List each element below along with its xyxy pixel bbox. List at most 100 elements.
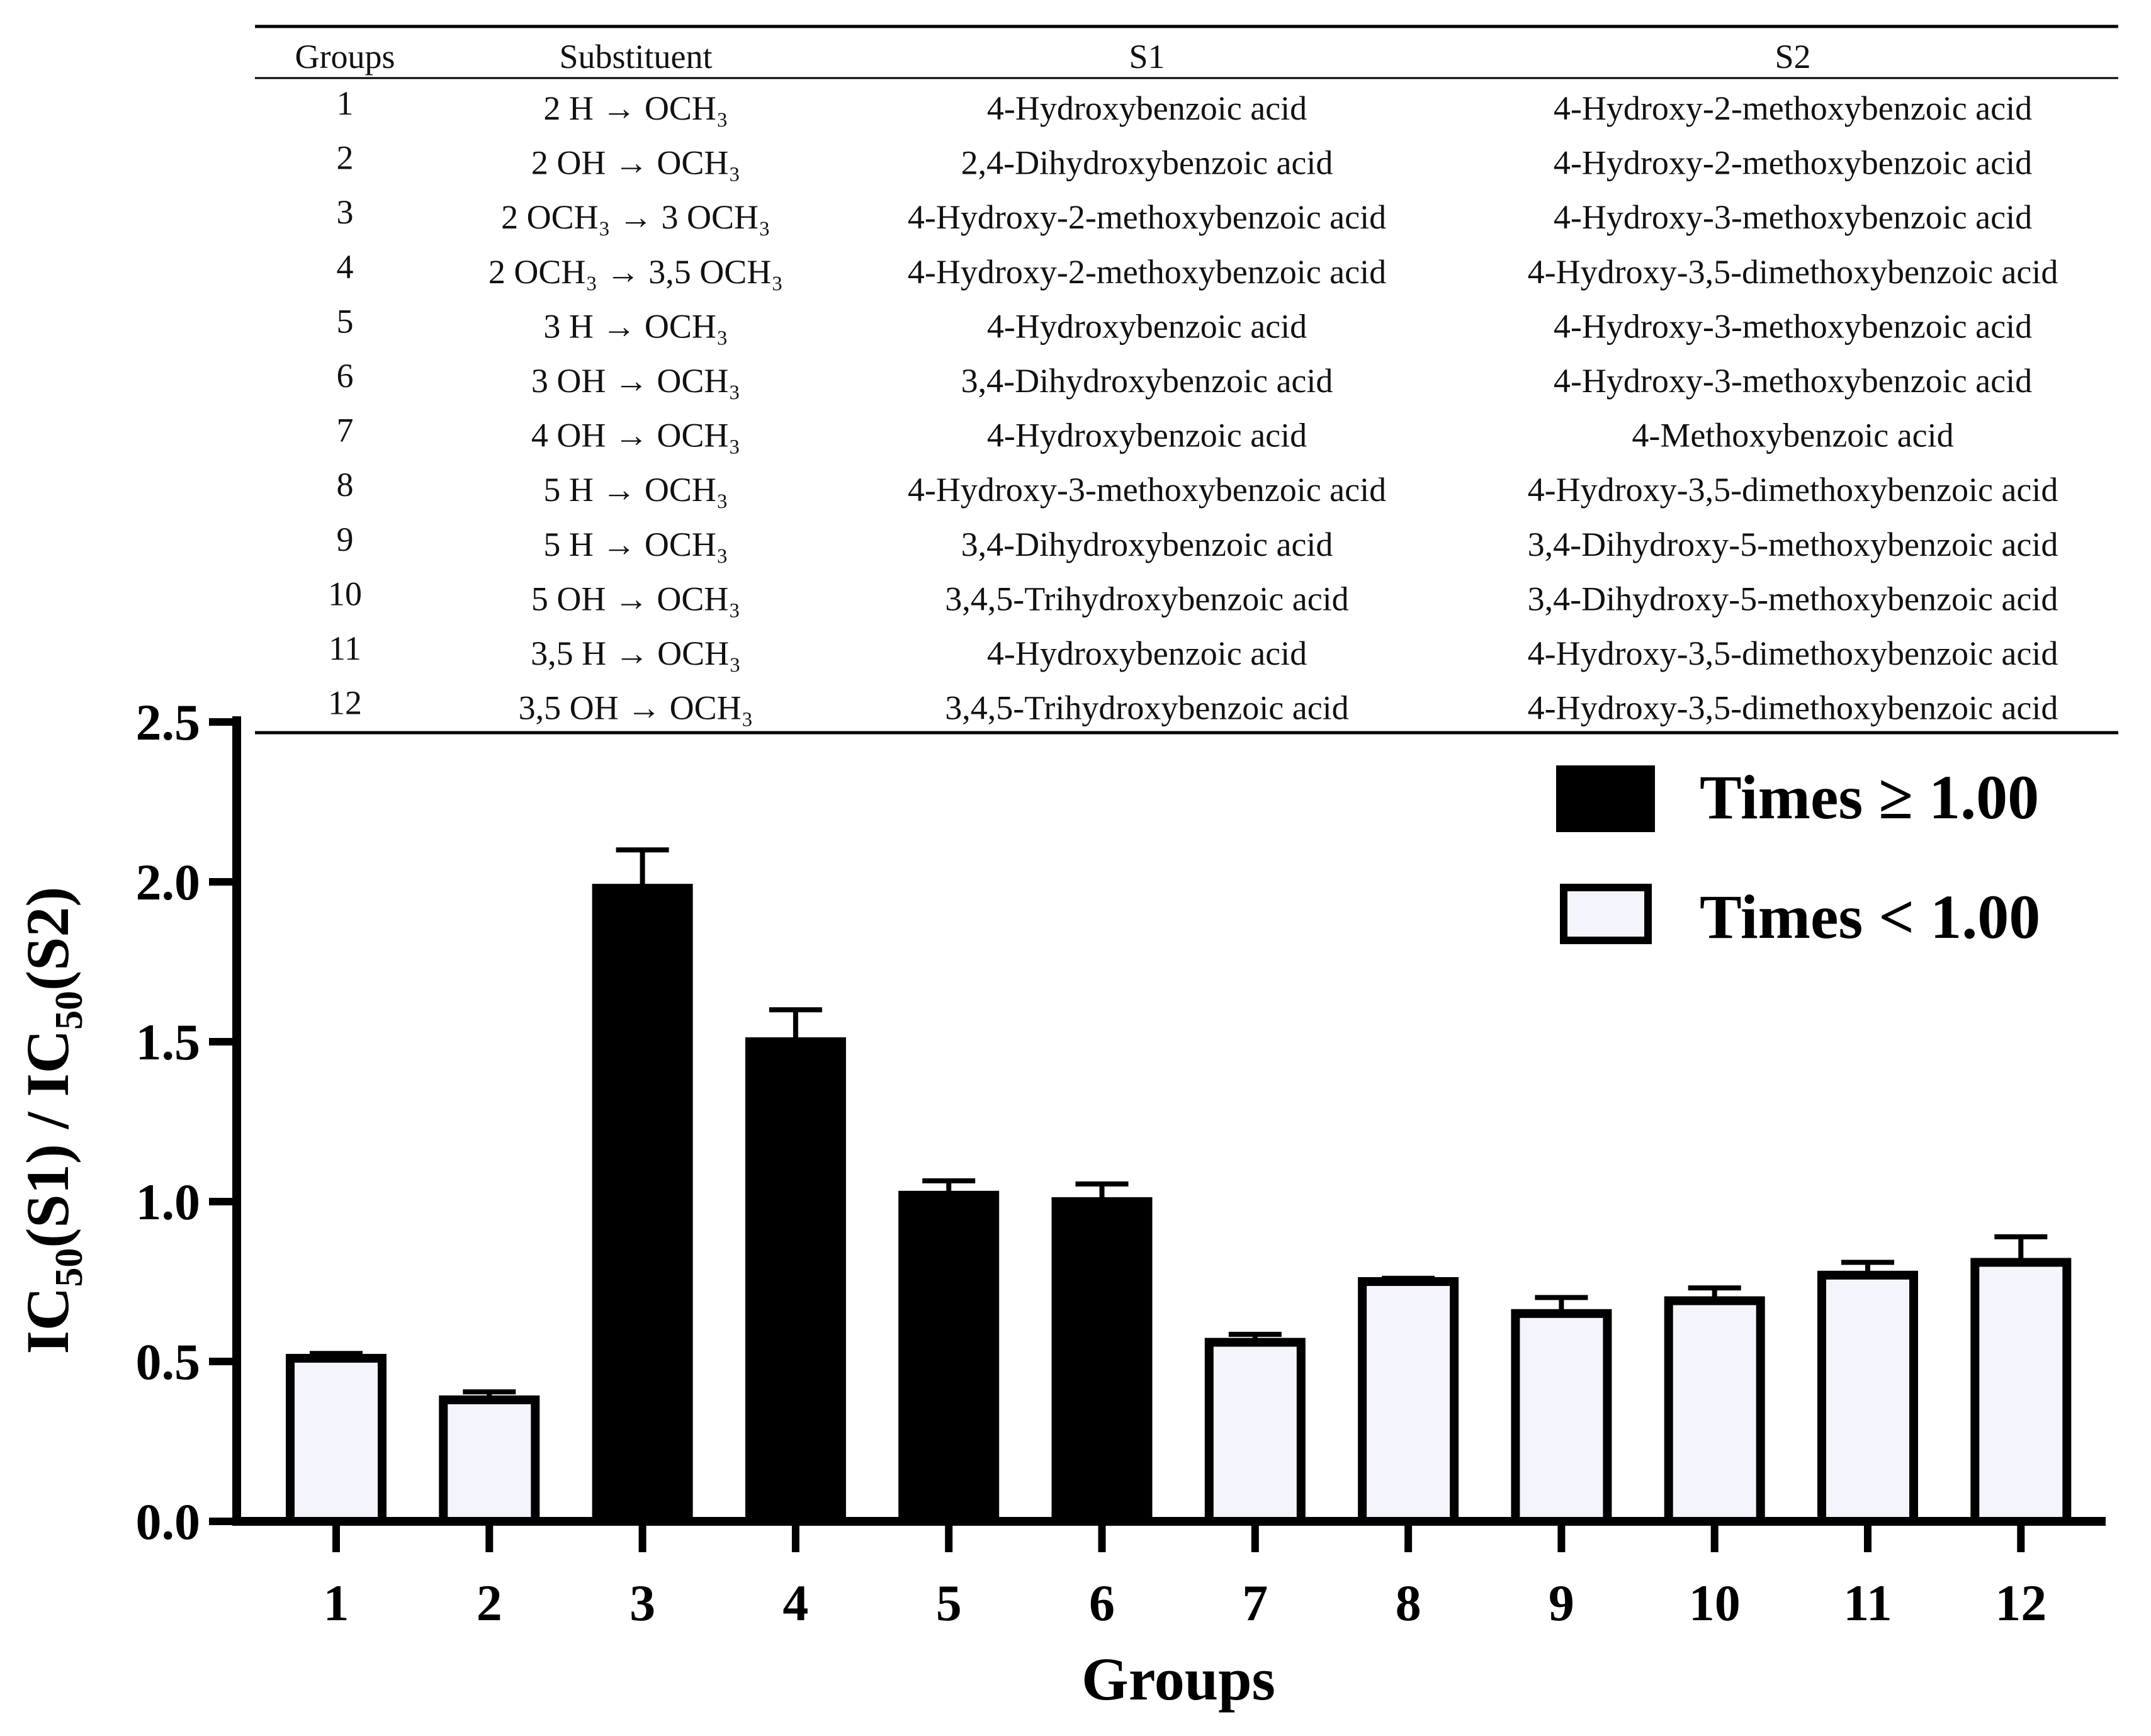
bar-group-8 — [1358, 1277, 1459, 1526]
x-axis-title: Groups — [1081, 1645, 1275, 1713]
table-cell-group: 2 — [337, 139, 354, 177]
y-tick-label: 2.0 — [136, 854, 201, 911]
x-tick-label: 9 — [1549, 1574, 1574, 1632]
bar-group-10 — [1664, 1296, 1765, 1526]
table-cell-s2: 4-Hydroxy-2-methoxybenzoic acid — [1554, 89, 2032, 127]
x-tick-label: 7 — [1242, 1574, 1268, 1632]
legend-swatch-low — [1560, 884, 1652, 944]
table-cell-substituent: 3,5 H → OCH₃ — [531, 634, 741, 672]
table-cell-substituent: 5 H → OCH₃ — [543, 471, 728, 509]
table-header-groups: Groups — [295, 38, 395, 76]
table-header-s2: S2 — [1775, 38, 1810, 76]
table-cell-substituent: 3,5 OH → OCH₃ — [519, 689, 754, 727]
x-tick-label: 10 — [1689, 1574, 1741, 1632]
bar-group-9 — [1511, 1309, 1612, 1526]
bar-group-1 — [286, 1353, 387, 1526]
legend: Times ≥ 1.00 Times < 1.00 — [1556, 762, 2040, 952]
table-cell-s2: 4-Hydroxy-2-methoxybenzoic acid — [1554, 144, 2032, 182]
bar-group-2 — [439, 1395, 540, 1526]
y-axis-title: IC50(S1) / IC50(S2) — [14, 887, 91, 1355]
y-tick-label: 1.5 — [136, 1013, 201, 1071]
bar-chart: 0.00.51.01.52.02.5 1 2 3 4 5 6 7 8 9 10 11 12 Group… — [14, 694, 2106, 1713]
x-tick-label: 12 — [1995, 1574, 2047, 1632]
table-cell-substituent: 5 OH → OCH₃ — [531, 580, 740, 617]
table-cell-group: 3 — [337, 193, 354, 231]
y-tick-label: 0.0 — [136, 1493, 201, 1550]
table-cell-substituent: 2 OCH₃ → 3 OCH₃ — [501, 198, 771, 236]
x-tick-label: 4 — [782, 1574, 808, 1632]
y-axis-title-sub-1: 50 — [48, 1248, 91, 1287]
table-cell-substituent: 5 H → OCH₃ — [543, 526, 728, 563]
legend-label-low: Times < 1.00 — [1700, 882, 2040, 952]
substituent-table: Groups Substituent S1 S2 1 2 H → OCH₃ 4-Hy… — [255, 25, 2118, 735]
table-cell-s2: 4-Hydroxy-3,5-dimethoxybenzoic acid — [1528, 689, 2058, 727]
table-cell-group: 12 — [328, 684, 362, 722]
table-cell-s2: 4-Hydroxy-3-methoxybenzoic acid — [1554, 198, 2032, 236]
table-header-substituent: Substituent — [559, 38, 712, 76]
table-cell-group: 11 — [329, 629, 361, 667]
table-cell-s1: 3,4,5-Trihydroxybenzoic acid — [945, 580, 1348, 617]
table-cell-s1: 4-Hydroxy-2-methoxybenzoic acid — [908, 253, 1386, 291]
x-tick-label: 8 — [1396, 1574, 1421, 1632]
y-tick-label: 1.0 — [136, 1173, 201, 1231]
table-cell-s1: 3,4,5-Trihydroxybenzoic acid — [945, 689, 1348, 727]
table-cell-s1: 4-Hydroxybenzoic acid — [987, 417, 1307, 454]
table-cell-group: 10 — [328, 575, 362, 612]
y-axis-title-part-2: (S1) / IC — [14, 1030, 81, 1248]
legend-label-high: Times ≥ 1.00 — [1700, 762, 2039, 832]
table-cell-group: 9 — [337, 521, 354, 558]
table-cell-substituent: 3 OH → OCH₃ — [531, 362, 740, 400]
table-header-s1: S1 — [1129, 38, 1165, 76]
x-tick-label: 1 — [324, 1574, 349, 1632]
table-cell-s1: 3,4-Dihydroxybenzoic acid — [961, 526, 1333, 563]
bar-group-12 — [1970, 1258, 2072, 1526]
table-cell-group: 8 — [337, 466, 354, 504]
y-axis-title-sub-2: 50 — [48, 991, 91, 1030]
table-cell-s2: 3,4-Dihydroxy-5-methoxybenzoic acid — [1528, 526, 2058, 563]
y-axis-title-part-1: IC — [14, 1287, 81, 1355]
table-cell-s2: 3,4-Dihydroxy-5-methoxybenzoic acid — [1528, 580, 2058, 617]
bar-group-11 — [1817, 1270, 1918, 1526]
y-tick-label: 2.5 — [136, 694, 201, 751]
x-axis-ticks: 1 2 3 4 5 6 7 8 9 10 11 12 — [324, 1521, 2047, 1632]
x-tick-label: 3 — [629, 1574, 655, 1632]
x-tick-label: 2 — [477, 1574, 502, 1632]
legend-swatch-high — [1556, 765, 1655, 832]
x-tick-label: 6 — [1089, 1574, 1115, 1632]
bar-group-7 — [1204, 1338, 1306, 1526]
table-cell-s2: 4-Hydroxy-3,5-dimethoxybenzoic acid — [1528, 634, 2058, 672]
bar-group-4 — [745, 1037, 846, 1526]
table-cell-s1: 4-Hydroxy-3-methoxybenzoic acid — [908, 471, 1386, 509]
table-cell-s2: 4-Hydroxy-3-methoxybenzoic acid — [1554, 307, 2032, 345]
table-cell-substituent: 2 H → OCH₃ — [543, 89, 728, 127]
table-cell-group: 4 — [337, 248, 354, 286]
y-axis-title-part-3: (S2) — [14, 887, 81, 991]
table-cell-s1: 2,4-Dihydroxybenzoic acid — [961, 144, 1333, 182]
table-cell-group: 5 — [337, 302, 354, 340]
table-cell-s1: 4-Hydroxybenzoic acid — [987, 634, 1307, 672]
table-cell-s1: 4-Hydroxy-2-methoxybenzoic acid — [908, 198, 1386, 236]
table-cell-substituent: 4 OH → OCH₃ — [531, 417, 740, 454]
y-tick-label: 0.5 — [136, 1333, 201, 1390]
y-axis-ticks: 0.0 0.5 1.0 1.5 2.0 2.5 — [136, 694, 237, 1550]
bar-group-6 — [1051, 1197, 1153, 1526]
table-cell-group: 6 — [337, 357, 354, 395]
table-cell-s2: 4-Hydroxy-3,5-dimethoxybenzoic acid — [1528, 253, 2058, 291]
table-cell-substituent: 2 OCH₃ → 3,5 OCH₃ — [488, 253, 783, 291]
table-cell-group: 7 — [337, 412, 354, 449]
table-cell-s2: 4-Hydroxy-3,5-dimethoxybenzoic acid — [1528, 471, 2058, 509]
bars — [286, 847, 2072, 1526]
table-cell-substituent: 3 H → OCH₃ — [543, 307, 728, 345]
table-cell-s2: 4-Hydroxy-3-methoxybenzoic acid — [1554, 362, 2032, 400]
table-cell-s2: 4-Methoxybenzoic acid — [1632, 417, 1953, 454]
bar-group-3 — [592, 884, 693, 1526]
bar-group-5 — [898, 1190, 1000, 1526]
table-cell-substituent: 2 OH → OCH₃ — [531, 144, 740, 182]
table-cell-group: 1 — [337, 84, 354, 122]
table-cell-s1: 3,4-Dihydroxybenzoic acid — [961, 362, 1333, 400]
table-cell-s1: 4-Hydroxybenzoic acid — [987, 307, 1307, 345]
x-tick-label: 11 — [1843, 1574, 1892, 1632]
table-cell-s1: 4-Hydroxybenzoic acid — [987, 89, 1307, 127]
x-tick-label: 5 — [936, 1574, 962, 1632]
